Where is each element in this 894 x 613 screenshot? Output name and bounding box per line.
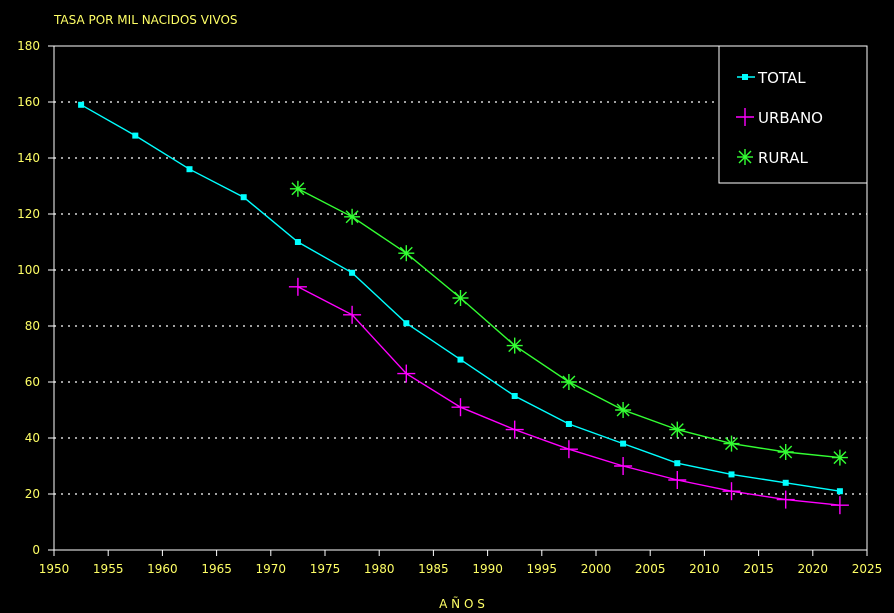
legend-box — [718, 45, 868, 184]
point-asterisk — [289, 180, 306, 197]
point-plus — [343, 305, 362, 324]
x-tick-label: 2005 — [635, 562, 666, 576]
point-asterisk — [452, 290, 469, 306]
y-tick-label: 180 — [17, 39, 40, 53]
ast-d2 — [779, 445, 793, 459]
plot-frame — [53, 45, 868, 551]
ast-d2 — [833, 451, 847, 465]
point-plus — [288, 277, 307, 296]
legend-entry: TOTAL — [737, 69, 806, 87]
legend-label: TOTAL — [757, 69, 806, 87]
chart-title: TASA POR MIL NACIDOS VIVOS — [53, 13, 238, 27]
point-square — [349, 269, 356, 276]
point-plus — [776, 490, 795, 509]
legend-label: URBANO — [758, 109, 823, 127]
ast-d2 — [454, 291, 467, 305]
point-plus — [614, 457, 633, 475]
grid-lines — [54, 101, 867, 495]
y-tick-label: 60 — [25, 375, 40, 389]
y-tick-label: 100 — [17, 263, 40, 277]
y-tick-label: 20 — [25, 487, 40, 501]
point-plus — [397, 364, 416, 383]
point-plus — [722, 482, 741, 501]
point-square — [78, 101, 85, 108]
point-plus — [668, 471, 687, 489]
point-square — [836, 488, 843, 495]
point-asterisk — [398, 245, 415, 262]
point-square — [132, 132, 139, 139]
x-axis-label: A Ñ O S — [439, 596, 485, 611]
legend: TOTAL URBANO RURAL — [718, 45, 868, 184]
point-square — [403, 320, 410, 327]
y-tick-label: 80 — [25, 319, 40, 333]
point-square — [728, 471, 735, 478]
legend-label: RURAL — [758, 149, 808, 167]
series-rural — [289, 180, 848, 466]
x-tick-label: 1955 — [93, 562, 124, 576]
y-tick-label: 160 — [17, 95, 40, 109]
point-plus — [830, 496, 849, 515]
point-asterisk — [669, 421, 686, 438]
point-square — [457, 356, 464, 363]
series-line — [297, 188, 840, 459]
point-square — [782, 479, 789, 486]
x-tick-label: 2015 — [743, 562, 774, 576]
point-square — [240, 194, 247, 201]
point-asterisk — [344, 208, 361, 225]
series-line — [297, 286, 840, 506]
ast-d2 — [738, 150, 752, 164]
x-tick-label: 1965 — [201, 562, 232, 576]
point-square — [294, 239, 301, 245]
ast-d2 — [616, 403, 630, 417]
point-asterisk — [723, 435, 740, 452]
x-tick-label: 2010 — [689, 562, 720, 576]
point-asterisk — [831, 449, 848, 466]
point-asterisk — [737, 149, 753, 165]
series-group — [78, 101, 849, 515]
point-asterisk — [615, 402, 632, 418]
ast-d2 — [508, 339, 522, 353]
x-tick-label: 2000 — [581, 562, 612, 576]
x-tick-label: 1950 — [39, 562, 70, 576]
point-plus — [736, 108, 754, 126]
ast-d2 — [670, 423, 684, 437]
legend-entry: RURAL — [737, 149, 808, 167]
point-square — [742, 74, 748, 80]
x-tick-label: 2025 — [852, 562, 883, 576]
point-square — [186, 166, 193, 173]
x-tick-label: 1970 — [256, 562, 287, 576]
y-tick-label: 40 — [25, 431, 40, 445]
point-square — [674, 460, 681, 467]
plot-border — [53, 45, 868, 551]
series-urbano — [288, 277, 849, 515]
x-tick-label: 1995 — [527, 562, 558, 576]
x-tick-label: 1975 — [310, 562, 341, 576]
ast-d2 — [345, 210, 359, 224]
point-asterisk — [777, 444, 794, 460]
ast-d2 — [725, 437, 738, 451]
point-square — [511, 393, 518, 399]
point-square — [620, 440, 627, 447]
axis-ticks: 0 20 40 60 80 100 120 140 160 180 1950 1955 1960 1965… — [17, 39, 882, 576]
ast-d2 — [291, 182, 305, 196]
x-tick-label: 1990 — [472, 562, 503, 576]
point-plus — [559, 440, 578, 459]
legend-entry: URBANO — [736, 108, 823, 127]
point-plus — [451, 398, 470, 417]
point-asterisk — [506, 337, 523, 354]
x-tick-label: 1980 — [364, 562, 395, 576]
series-total — [78, 101, 843, 495]
x-tick-label: 1985 — [418, 562, 449, 576]
point-plus — [505, 420, 524, 439]
point-square — [565, 421, 572, 427]
x-tick-label: 1960 — [147, 562, 178, 576]
y-tick-label: 140 — [17, 151, 40, 165]
y-tick-label: 0 — [32, 543, 40, 557]
ast-d2 — [399, 246, 413, 260]
ast-d2 — [562, 375, 576, 389]
x-tick-label: 2020 — [798, 562, 829, 576]
y-tick-label: 120 — [17, 207, 40, 221]
point-asterisk — [560, 374, 577, 390]
